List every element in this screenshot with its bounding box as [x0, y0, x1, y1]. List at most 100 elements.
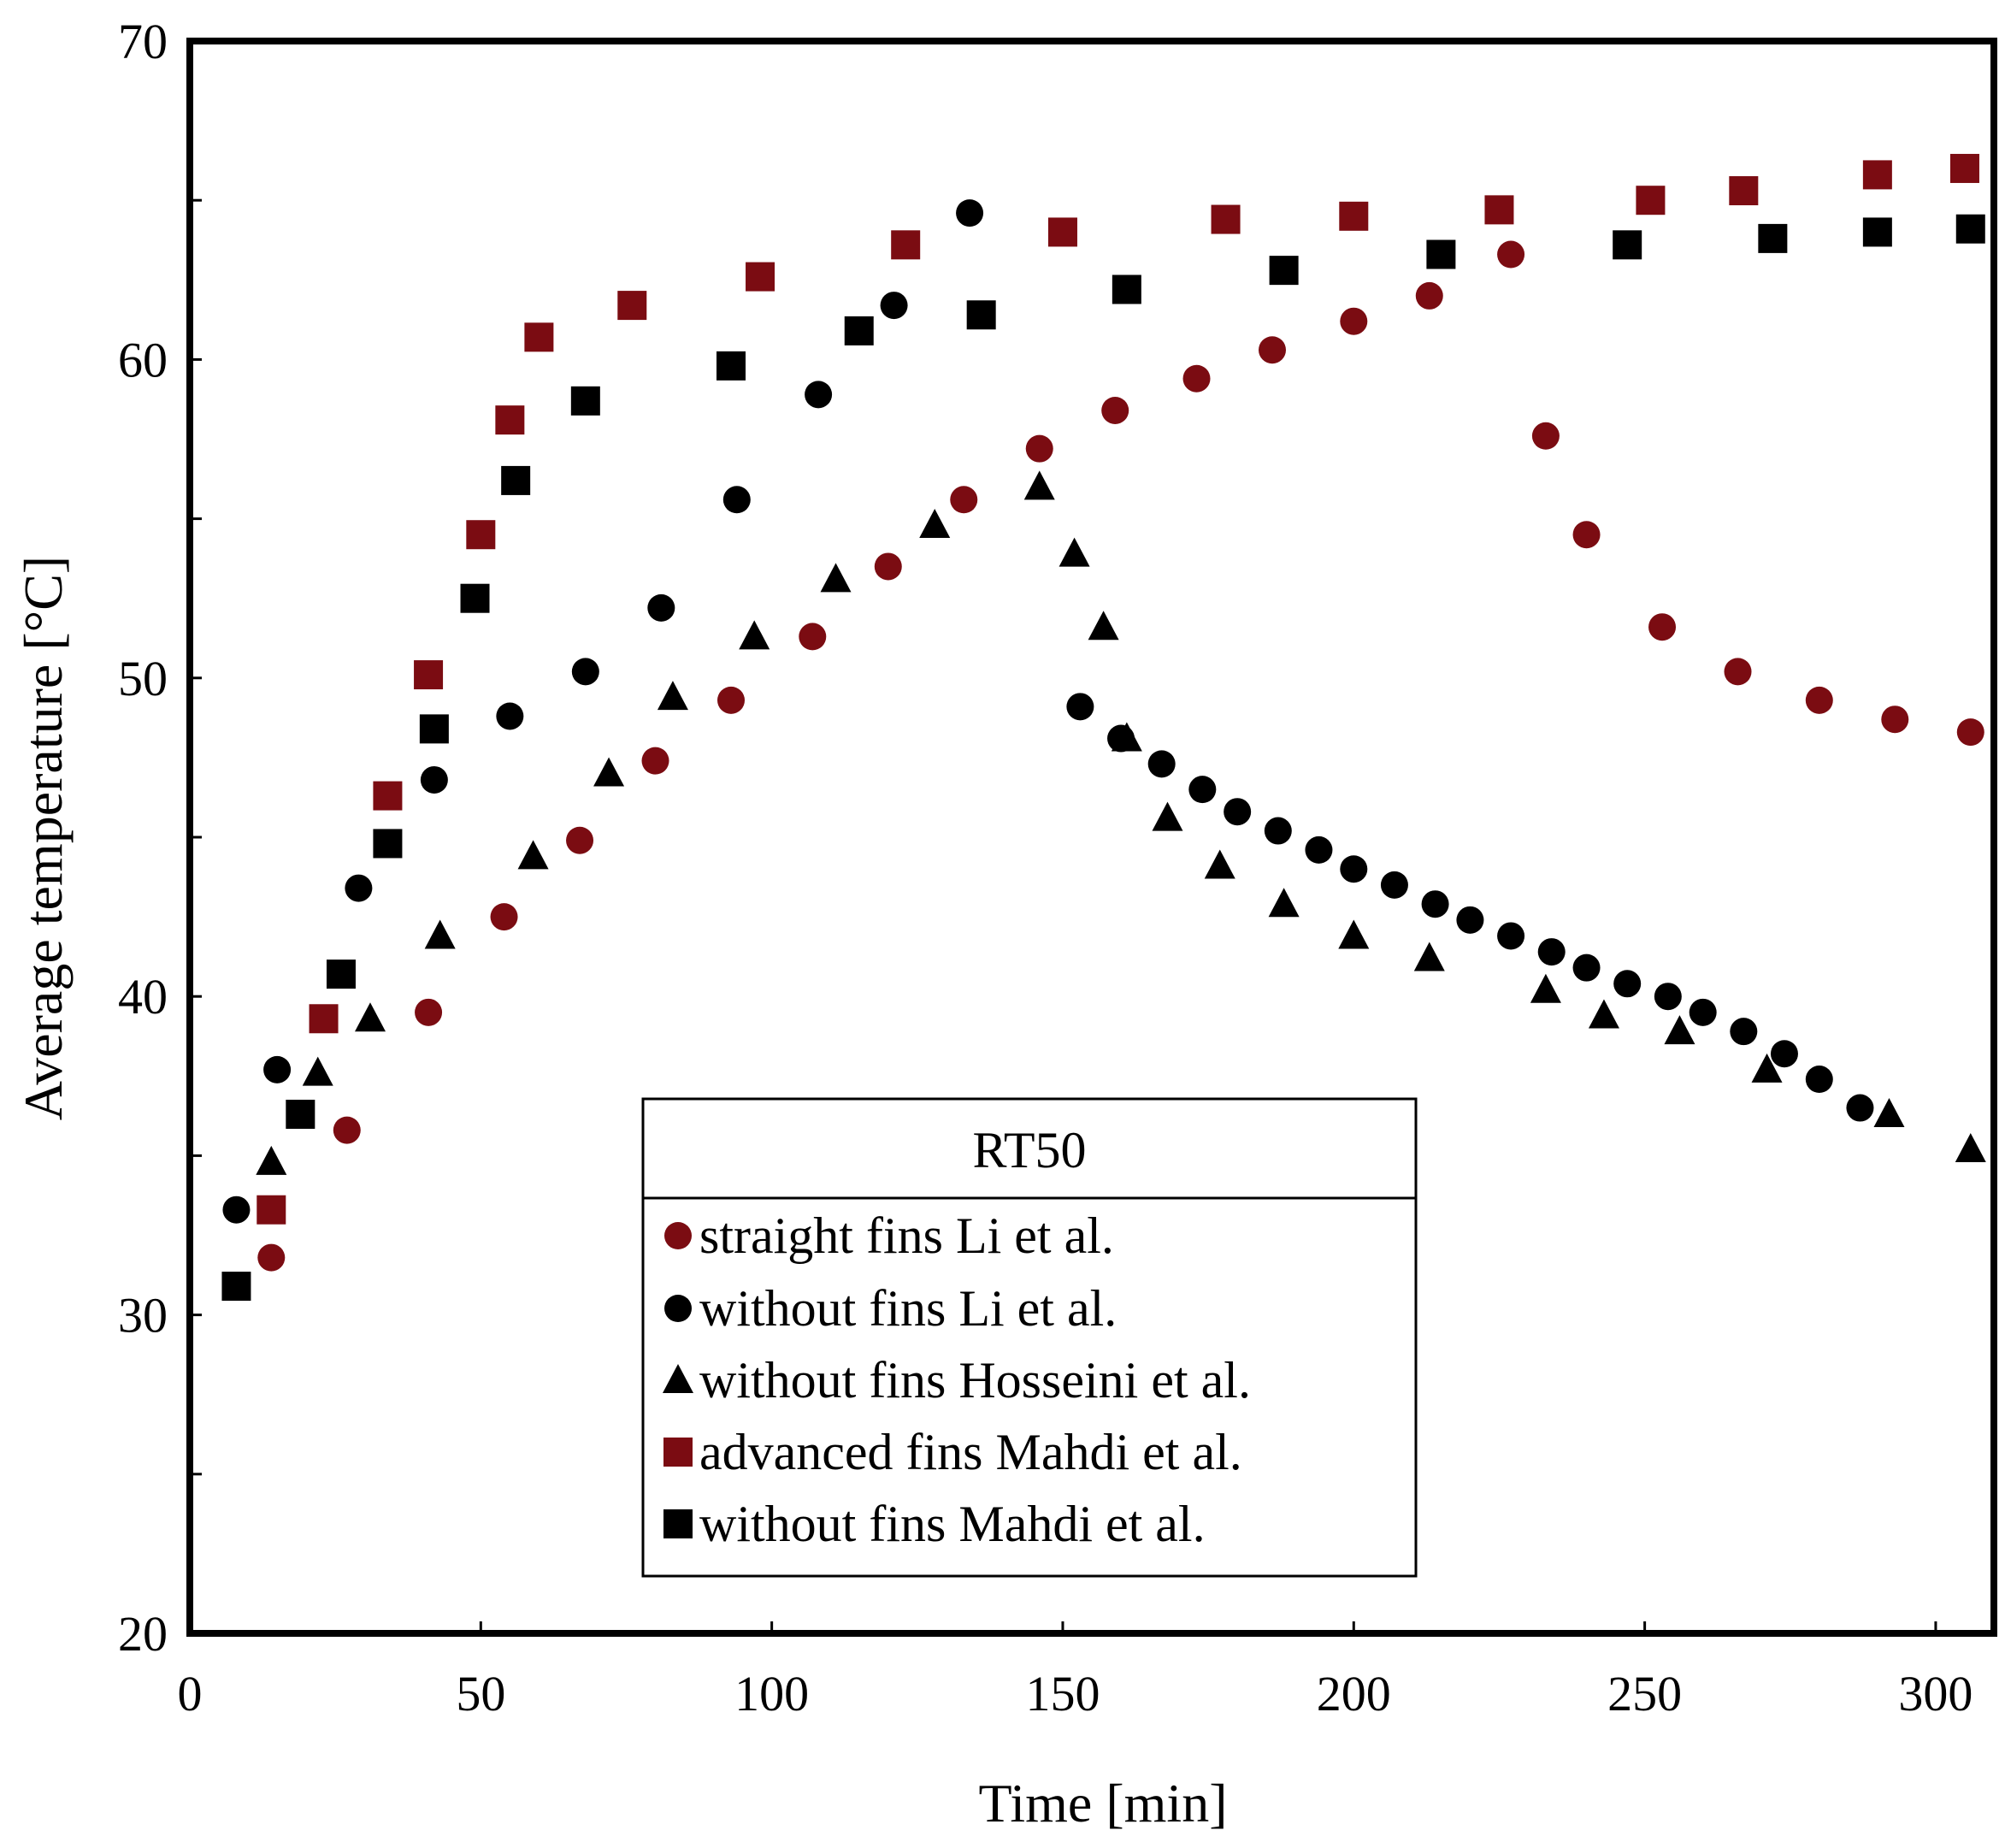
y-tick-label: 60: [118, 332, 168, 387]
data-point: [722, 486, 751, 514]
data-point: [1413, 942, 1445, 971]
data-point: [1152, 801, 1183, 831]
axis-tick-labels: 0 50 100 150 200 250 300 20 30 40 50 60 70: [118, 14, 1973, 1721]
data-point: [496, 702, 524, 730]
data-point: [1862, 217, 1892, 247]
data-point: [1259, 336, 1286, 364]
legend-entries: straight fins Li et al. without fins Li e…: [663, 1207, 1251, 1552]
data-point: [950, 486, 978, 514]
data-point: [956, 199, 984, 227]
legend-marker: [664, 1222, 692, 1249]
data-point: [1724, 658, 1752, 686]
data-point: [739, 620, 770, 650]
data-point: [1758, 223, 1788, 253]
legend-label: without fins Mahdi et al.: [699, 1496, 1206, 1552]
data-point: [1182, 364, 1211, 393]
data-point: [1426, 239, 1456, 269]
data-point: [257, 1243, 286, 1272]
data-point: [1588, 999, 1619, 1029]
legend-label: straight fins Li et al.: [699, 1207, 1114, 1264]
data-point: [1648, 613, 1677, 641]
data-point: [490, 903, 518, 931]
data-point: [1088, 611, 1119, 641]
data-point: [919, 509, 951, 539]
data-point: [1862, 160, 1892, 190]
data-point: [966, 300, 996, 330]
y-tick-label: 40: [118, 969, 168, 1024]
data-point: [1264, 817, 1292, 845]
data-point: [1664, 1015, 1695, 1045]
data-point: [501, 465, 531, 495]
legend-label: without fins Hosseini et al.: [699, 1352, 1251, 1408]
data-point: [1023, 470, 1055, 500]
data-point: [1689, 998, 1717, 1026]
data-point: [617, 291, 647, 321]
data-point: [717, 686, 745, 714]
data-point: [326, 959, 356, 989]
data-point: [566, 826, 594, 854]
data-point: [333, 1116, 361, 1144]
data-point: [256, 1145, 287, 1175]
series-3: [257, 153, 1979, 1225]
legend-marker: [663, 1438, 693, 1467]
data-point: [1955, 1132, 1986, 1162]
data-point: [1572, 954, 1601, 982]
data-point: [1111, 722, 1142, 752]
data-point: [1531, 422, 1560, 450]
legend-marker: [663, 1509, 693, 1538]
data-point: [1751, 1053, 1783, 1083]
data-point: [1613, 230, 1642, 260]
data-point: [1949, 153, 1979, 183]
x-tick-label: 0: [178, 1666, 203, 1721]
data-point: [1059, 537, 1090, 567]
data-point: [1572, 521, 1601, 549]
x-tick-label: 250: [1607, 1666, 1682, 1721]
data-point: [1339, 201, 1369, 231]
y-axis-title: Average temperature [°C]: [13, 556, 74, 1121]
data-point: [415, 998, 443, 1026]
data-point: [517, 840, 549, 870]
data-point: [345, 874, 373, 902]
data-point: [257, 1195, 286, 1225]
data-point: [891, 230, 921, 260]
data-point: [1204, 849, 1235, 879]
data-point: [1025, 434, 1053, 463]
data-point: [746, 262, 775, 292]
data-point: [414, 660, 444, 690]
data-point: [1112, 275, 1141, 304]
series-1: [222, 199, 1874, 1224]
data-point: [524, 322, 554, 352]
data-point: [1537, 938, 1566, 966]
legend: RT50 straight fins Li et al. without fins…: [641, 1097, 1418, 1578]
data-point: [593, 757, 625, 787]
series-0: [257, 240, 1984, 1272]
data-point: [373, 781, 403, 811]
data-point: [844, 316, 874, 345]
data-point: [286, 1099, 315, 1129]
data-point: [222, 1196, 251, 1224]
legend-marker: [664, 1295, 692, 1322]
data-point: [1211, 204, 1241, 234]
data-point: [1415, 281, 1443, 310]
data-point: [647, 593, 675, 622]
data-point: [1654, 983, 1682, 1011]
x-tick-label: 100: [734, 1666, 809, 1721]
data-point: [495, 405, 525, 435]
data-point: [263, 1055, 292, 1083]
data-point: [874, 552, 902, 581]
data-point: [1497, 922, 1525, 950]
data-point: [1340, 855, 1368, 883]
data-points: [221, 153, 1986, 1302]
data-point: [1456, 906, 1484, 934]
legend-marker: [663, 1364, 693, 1393]
legend-box: [641, 1097, 1418, 1578]
y-tick-label: 70: [118, 14, 168, 69]
data-point: [460, 583, 490, 613]
data-point: [1305, 835, 1333, 864]
x-axis-title: Time [min]: [979, 1773, 1228, 1833]
data-point: [1873, 1097, 1905, 1127]
data-point: [1730, 1018, 1758, 1046]
series-4: [221, 214, 1985, 1302]
data-point: [1101, 396, 1129, 424]
